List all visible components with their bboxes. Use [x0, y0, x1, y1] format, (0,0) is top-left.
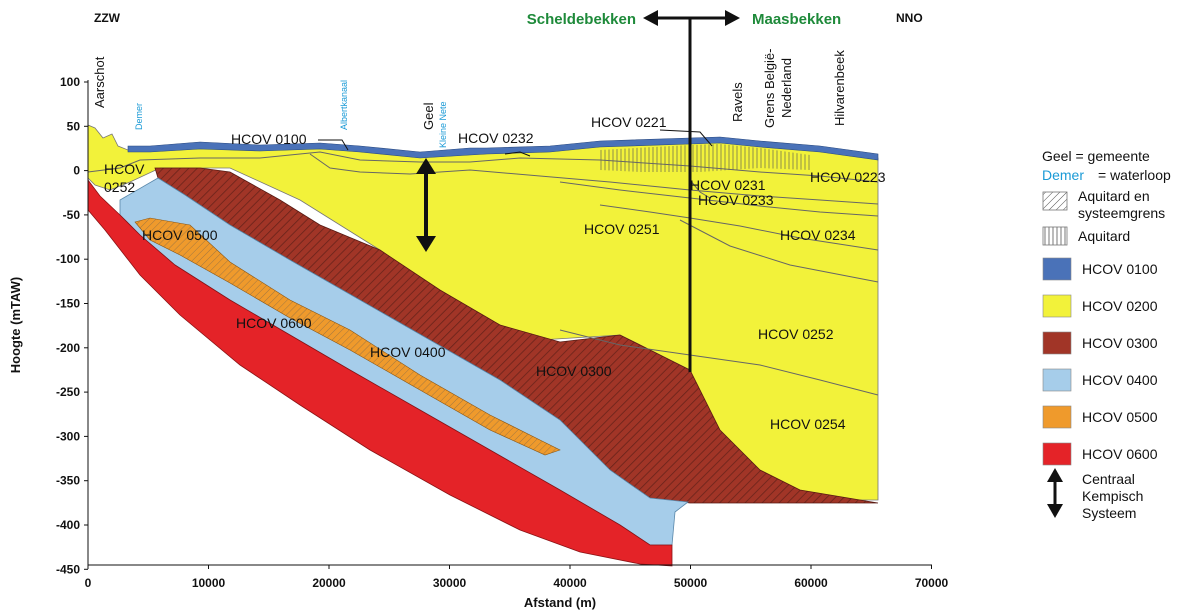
label-hcov-0223: HCOV 0223 — [810, 169, 886, 185]
x-axis: 0 10000 20000 30000 40000 50000 60000 70000 — [85, 564, 949, 590]
legend-swatch — [1042, 442, 1072, 466]
y-tick-label: -200 — [56, 341, 80, 355]
legend-cks-line2: Kempisch — [1082, 488, 1143, 504]
legend-label: HCOV 0400 — [1082, 372, 1158, 388]
legend-swatch-aquitard — [1042, 226, 1068, 246]
y-tick-label: -450 — [56, 562, 80, 576]
y-tick-label: -250 — [56, 385, 80, 399]
legend-swatch-aquitard-system — [1042, 191, 1068, 211]
y-tick-label: -400 — [56, 518, 80, 532]
y-tick-label: 0 — [73, 164, 80, 178]
x-tick-label: 60000 — [794, 576, 828, 590]
legend-demer-note: = waterloop — [1098, 167, 1171, 183]
label-hcov-0231: HCOV 0231 — [690, 177, 766, 193]
y-tick-label: -350 — [56, 474, 80, 488]
legend-cks-arrow-top — [1047, 468, 1063, 482]
y-tick-label: -150 — [56, 297, 80, 311]
layer-hcov-0300-hatch — [155, 168, 878, 503]
x-tick-label: 50000 — [674, 576, 708, 590]
legend-label: HCOV 0500 — [1082, 409, 1158, 425]
x-axis-title: Afstand (m) — [524, 595, 596, 610]
legend-aquitard-system-line1: Aquitard en — [1078, 188, 1150, 204]
direction-left-label: ZZW — [94, 11, 121, 25]
label-pointers — [318, 129, 713, 157]
x-tick-label: 20000 — [312, 576, 346, 590]
legend: Geel = gemeente Demer = waterloop Aquita… — [1042, 148, 1171, 521]
legend-aquitard: Aquitard — [1078, 228, 1130, 244]
x-tick-label: 0 — [85, 576, 92, 590]
legend-label: HCOV 0100 — [1082, 261, 1158, 277]
place-hilvarenbeek: Hilvarenbeek — [832, 50, 847, 126]
label-hcov-0251: HCOV 0251 — [584, 221, 660, 237]
cks-arrow-bottom-head — [416, 236, 436, 252]
legend-label: HCOV 0300 — [1082, 335, 1158, 351]
label-hcov-0500: HCOV 0500 — [142, 227, 218, 243]
label-hcov-0252: HCOV 0252 — [758, 326, 834, 342]
legend-cks-arrow-bottom — [1047, 504, 1063, 518]
y-axis: 100 50 0 -50 -100 -150 -200 -250 -300 -350 -400 -45… — [56, 75, 89, 576]
legend-label: HCOV 0200 — [1082, 298, 1158, 314]
x-tick-label: 70000 — [915, 576, 949, 590]
legend-cks-line1: Centraal — [1082, 471, 1135, 487]
label-hcov-0232: HCOV 0232 — [458, 130, 534, 146]
place-grens-line2: Nederland — [779, 58, 794, 118]
legend-cks-line3: Systeem — [1082, 505, 1136, 521]
y-tick-label: 50 — [67, 119, 81, 133]
unit-boundaries — [87, 151, 879, 396]
river-kleine-nete: Kleine Nete — [438, 101, 448, 148]
basin-arrow-right-head — [725, 10, 740, 26]
y-tick-label: -50 — [63, 208, 81, 222]
layer-hcov-0600[interactable] — [87, 178, 673, 567]
place-geel: Geel — [421, 102, 436, 130]
place-ravels: Ravels — [730, 82, 745, 122]
legend-geel-note: Geel = gemeente — [1042, 148, 1150, 164]
x-tick-label: 40000 — [553, 576, 587, 590]
aquitard-zone — [600, 144, 810, 172]
basin-left-label: Scheldebekken — [527, 11, 636, 28]
label-hcov-0254: HCOV 0254 — [770, 416, 846, 432]
label-hcov-0100: HCOV 0100 — [231, 131, 307, 147]
basin-arrow-left-head — [643, 10, 658, 26]
legend-swatch — [1042, 405, 1072, 429]
legend-demer-word: Demer — [1042, 167, 1084, 183]
x-tick-label: 10000 — [192, 576, 226, 590]
label-hcov-0300: HCOV 0300 — [536, 363, 612, 379]
legend-swatch — [1042, 368, 1072, 392]
place-grens-line1: Grens België- — [762, 49, 777, 128]
x-tick-label: 30000 — [433, 576, 467, 590]
direction-right-label: NNO — [896, 11, 923, 25]
y-axis-title: Hoogte (mTAW) — [8, 277, 23, 374]
label-hcov-0252-left-a: HCOV — [104, 161, 145, 177]
legend-swatch — [1042, 294, 1072, 318]
legend-aquitard-system-line2: systeemgrens — [1078, 205, 1165, 221]
y-tick-label: -100 — [56, 252, 80, 266]
label-hcov-0400: HCOV 0400 — [370, 344, 446, 360]
y-tick-label: 100 — [60, 75, 80, 89]
label-hcov-0233: HCOV 0233 — [698, 192, 774, 208]
river-demer: Demer — [134, 103, 144, 130]
y-tick-label: -300 — [56, 429, 80, 443]
river-albertkanaal: Albertkanaal — [339, 80, 349, 130]
label-hcov-0252-left-b: 0252 — [104, 179, 135, 195]
legend-swatch — [1042, 331, 1072, 355]
place-aarschot: Aarschot — [92, 56, 107, 108]
label-hcov-0600: HCOV 0600 — [236, 315, 312, 331]
legend-label: HCOV 0600 — [1082, 446, 1158, 462]
basin-right-label: Maasbekken — [752, 11, 841, 28]
legend-swatch — [1042, 257, 1072, 281]
cks-arrow-top-head — [416, 158, 436, 174]
layer-hcov-0500-hatch — [135, 218, 560, 455]
label-hcov-0234: HCOV 0234 — [780, 227, 856, 243]
label-hcov-0221: HCOV 0221 — [591, 114, 667, 130]
